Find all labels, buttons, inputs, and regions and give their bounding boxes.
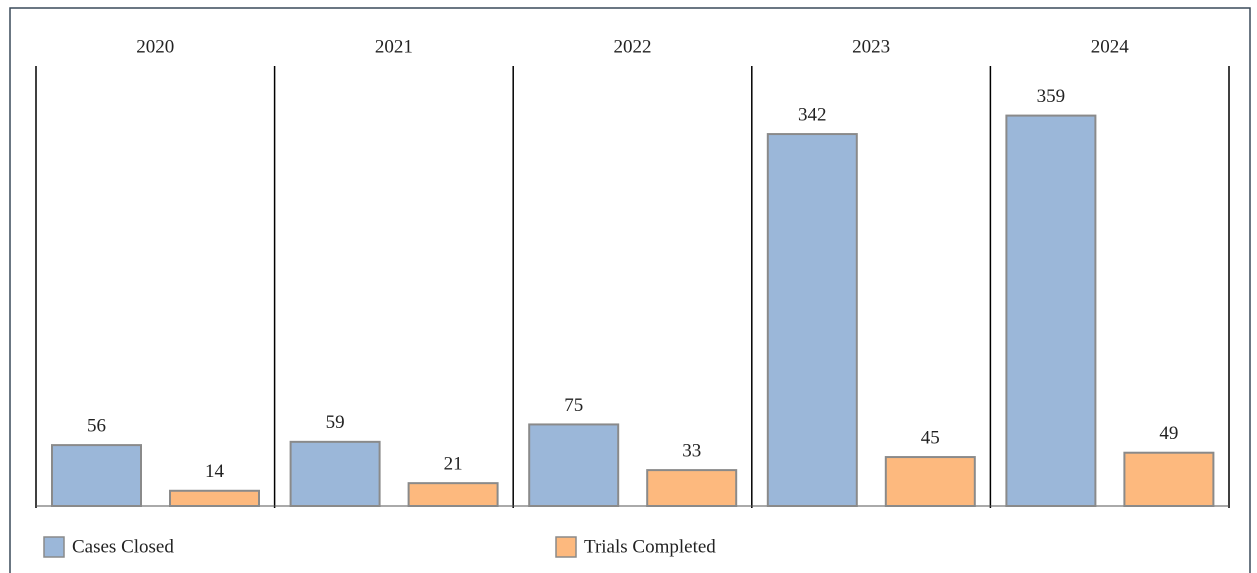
panel-label: 2024 (1091, 36, 1130, 57)
value-label: 359 (1037, 86, 1066, 107)
panel-label: 2023 (852, 36, 890, 57)
value-label: 49 (1159, 423, 1178, 444)
bar (169, 489, 260, 507)
legend-swatch (555, 536, 577, 558)
bar (1005, 114, 1097, 508)
bar (51, 444, 142, 508)
bar (528, 423, 620, 507)
legend-label: Trials Completed (584, 536, 716, 557)
frame (9, 7, 1251, 573)
bar (646, 469, 738, 507)
value-label: 342 (798, 104, 827, 125)
panel-label: 2020 (136, 36, 174, 57)
bar (1123, 451, 1215, 507)
panel-label: 2022 (614, 36, 652, 57)
bar (884, 456, 976, 507)
value-label: 21 (444, 454, 463, 475)
legend-swatch (43, 536, 65, 558)
value-label: 33 (682, 440, 701, 461)
value-label: 56 (87, 415, 106, 436)
value-label: 14 (205, 461, 225, 482)
legend-label: Cases Closed (72, 536, 174, 557)
panel-label: 2021 (375, 36, 413, 57)
value-label: 59 (326, 412, 345, 433)
bar (407, 482, 499, 508)
value-label: 75 (564, 395, 583, 416)
value-label: 45 (921, 427, 940, 448)
bar (289, 440, 381, 507)
bar (766, 133, 858, 507)
